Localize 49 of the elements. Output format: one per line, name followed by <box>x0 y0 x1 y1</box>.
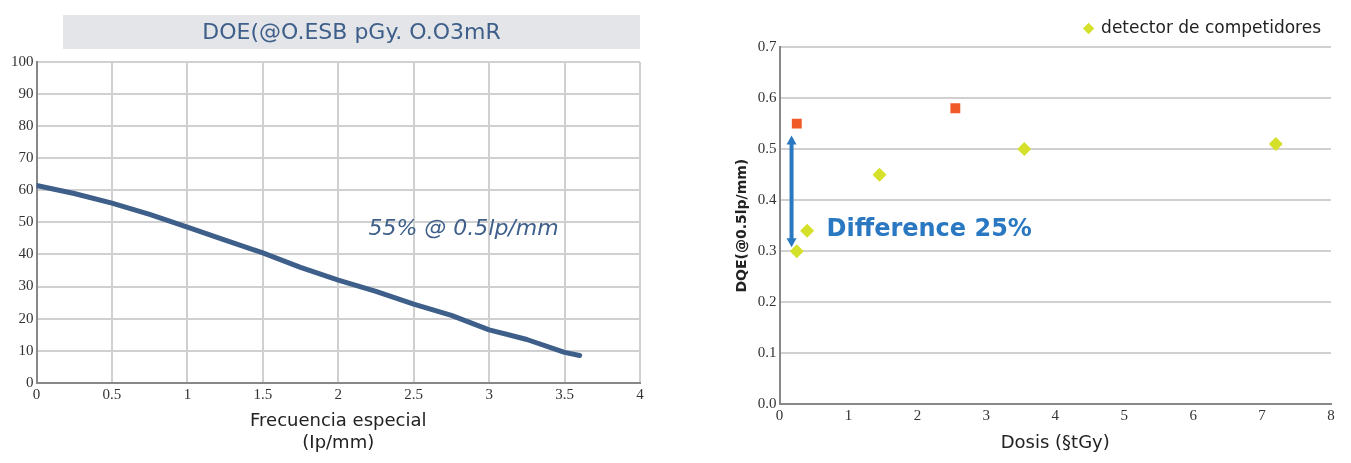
point <box>1017 142 1032 157</box>
y-tick-label: 0.2 <box>757 293 777 310</box>
y-tick-label: 100 <box>11 52 34 69</box>
annotation: Difference 25% <box>826 213 1032 242</box>
point <box>791 118 802 129</box>
x-tick-label: 2 <box>913 407 922 424</box>
x-tick-label: 3.5 <box>555 385 574 402</box>
y-tick-label: 0.4 <box>757 191 778 208</box>
x-tick-label: 7 <box>1258 407 1267 424</box>
legend-label: detector de competidores <box>1101 16 1322 37</box>
x-tick-label: 2.5 <box>404 385 424 402</box>
x-tick-label: 4 <box>1051 407 1060 424</box>
x-tick-label: 1.5 <box>253 385 273 402</box>
y-tick-label: 40 <box>18 245 34 262</box>
y-tick-label: 60 <box>18 181 34 198</box>
y-tick-label: 0.7 <box>757 37 778 54</box>
point <box>950 103 961 114</box>
x-tick-label: 4 <box>636 385 645 402</box>
y-axis-title: DQE(@0.5lp/mm) <box>733 158 750 293</box>
y-tick-label: 80 <box>18 117 34 134</box>
y-tick-label: 0.5 <box>757 140 777 157</box>
annotation: 55% @ 0.5lp/mm <box>368 214 559 240</box>
point <box>789 244 804 259</box>
x-tick-label: 1 <box>183 385 192 402</box>
x-tick-label: 3 <box>982 407 991 424</box>
y-tick-label: 70 <box>18 149 34 166</box>
y-tick-label: 0.1 <box>757 344 777 361</box>
x-axis-title: Dosis (§tGy) <box>1000 430 1110 452</box>
y-tick-label: 0 <box>26 373 34 390</box>
x-tick-label: 0.5 <box>102 385 122 402</box>
x-axis-title: Frecuencia especial (Ip/mm) <box>250 409 427 452</box>
y-tick-label: 0.0 <box>757 395 777 412</box>
x-tick-label: 8 <box>1327 407 1335 424</box>
y-tick-label: 10 <box>18 341 34 358</box>
y-tick-label: 0.6 <box>757 88 778 105</box>
y-tick-label: 30 <box>18 277 34 294</box>
x-tick-label: 3 <box>485 385 493 402</box>
y-tick-label: 20 <box>18 309 34 326</box>
y-tick-label: 90 <box>18 85 34 102</box>
y-tick-label: 0.3 <box>757 242 777 259</box>
y-tick-label: 50 <box>18 213 34 230</box>
point <box>872 167 887 182</box>
chart-title: DOE(@O.ESB pGy. O.O3mR <box>63 15 640 49</box>
x-tick-label: 1 <box>844 407 853 424</box>
x-tick-label: 5 <box>1120 407 1128 424</box>
x-tick-label: 6 <box>1189 407 1198 424</box>
point <box>1268 137 1283 152</box>
point <box>800 223 815 238</box>
x-tick-label: 2 <box>334 385 342 402</box>
